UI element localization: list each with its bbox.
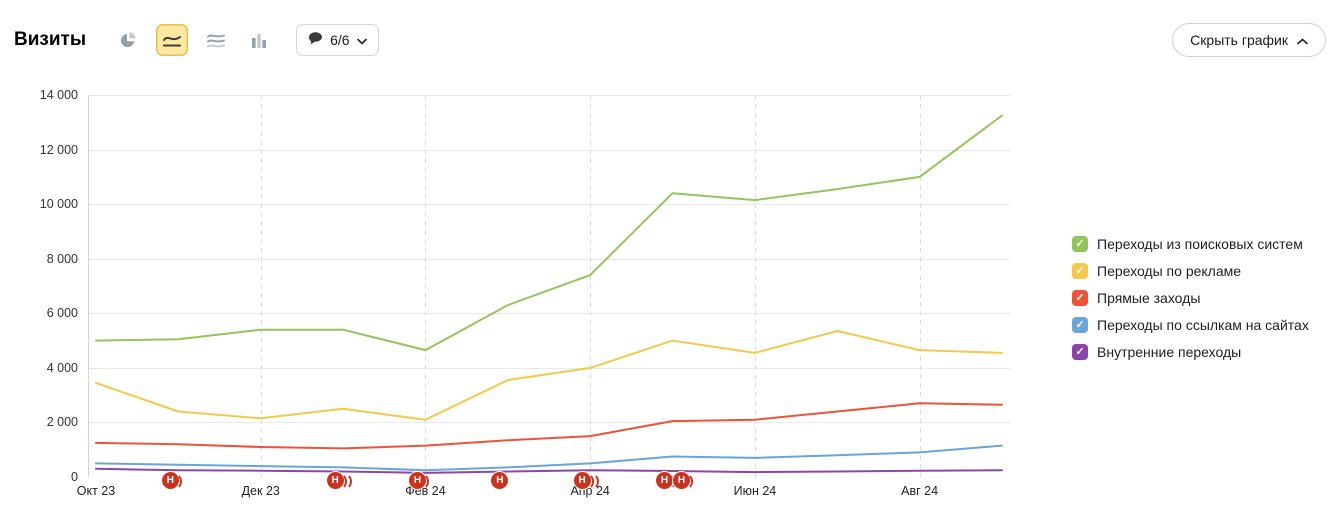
y-axis-label: 8 000	[46, 251, 78, 266]
chart-legend: ✓ Переходы из поисковых систем ✓ Переходы п…	[1072, 236, 1309, 360]
chart-type-switcher	[112, 24, 276, 56]
note-badge-arc	[166, 473, 182, 490]
legend-item[interactable]: ✓ Прямые заходы	[1072, 290, 1309, 306]
note-badge[interactable]: Н	[161, 472, 194, 490]
y-axis-label: 10 000	[39, 197, 78, 212]
series-line	[95, 444, 1003, 472]
legend-label: Переходы из поисковых систем	[1097, 236, 1303, 252]
series-line	[95, 114, 1003, 352]
y-axis-label: 2 000	[46, 415, 78, 430]
x-axis-label: Окт 23	[76, 484, 116, 498]
chevron-up-icon	[1297, 32, 1308, 48]
note-badge-arc	[583, 473, 599, 490]
y-axis-label: 14 000	[39, 88, 78, 102]
notes-dropdown-button[interactable]: 6/6	[296, 24, 379, 56]
note-badge[interactable]: Н	[326, 472, 359, 490]
hide-chart-label: Скрыть график	[1190, 32, 1288, 48]
note-badge-arc	[413, 473, 429, 490]
visits-chart-plot[interactable]	[88, 95, 1010, 478]
hide-chart-button[interactable]: Скрыть график	[1172, 23, 1326, 57]
y-axis-label: 12 000	[39, 142, 78, 157]
note-badge[interactable]: Н	[673, 472, 705, 490]
comment-icon	[308, 31, 323, 49]
line-chart-icon[interactable]	[156, 24, 189, 56]
x-axis-label: Июн 24	[733, 484, 777, 498]
legend-item[interactable]: ✓ Переходы из поисковых систем	[1072, 236, 1309, 252]
note-badge[interactable]: Н	[491, 472, 523, 490]
legend-checkbox-checked-icon[interactable]: ✓	[1072, 236, 1088, 252]
legend-label: Переходы по ссылкам на сайтах	[1097, 317, 1309, 333]
y-axis-label: 4 000	[46, 360, 78, 375]
note-badge[interactable]: Н	[573, 472, 606, 490]
legend-checkbox-checked-icon[interactable]: ✓	[1072, 344, 1088, 360]
note-badge-arc	[677, 473, 694, 490]
legend-item[interactable]: ✓ Переходы по рекламе	[1072, 263, 1309, 279]
y-axis-label: 6 000	[46, 306, 78, 321]
stacked-area-icon[interactable]	[200, 24, 232, 56]
note-badge-arc	[336, 473, 352, 490]
chevron-down-icon	[356, 32, 367, 48]
chart-toolbar: Визиты	[14, 22, 1326, 58]
legend-item[interactable]: ✓ Внутренние переходы	[1072, 344, 1309, 360]
legend-label: Переходы по рекламе	[1097, 263, 1242, 279]
y-axis-labels: 0 2 000 4 000 6 000 8 000 10 000 12 000 14 000	[0, 88, 78, 484]
pie-chart-icon[interactable]	[112, 24, 144, 56]
series-line	[95, 330, 1003, 421]
note-badge[interactable]: Н	[408, 472, 441, 490]
legend-item[interactable]: ✓ Переходы по ссылкам на сайтах	[1072, 317, 1309, 333]
page-title: Визиты	[14, 29, 87, 50]
bar-chart-icon[interactable]	[244, 24, 276, 56]
legend-label: Прямые заходы	[1097, 290, 1201, 306]
legend-label: Внутренние переходы	[1097, 344, 1242, 360]
legend-checkbox-checked-icon[interactable]: ✓	[1072, 263, 1088, 279]
legend-checkbox-checked-icon[interactable]: ✓	[1072, 317, 1088, 333]
line-chart-canvas	[88, 95, 1010, 478]
x-axis-labels: Окт 23 Дек 23 Фев 24 Апр 24 Июн 24 Авг 24	[77, 484, 1010, 500]
y-axis-label: 0	[71, 470, 78, 484]
x-axis-label: Дек 23	[241, 484, 280, 498]
series-line	[95, 402, 1003, 450]
legend-checkbox-checked-icon[interactable]: ✓	[1072, 290, 1088, 306]
series-line	[95, 467, 1003, 474]
x-axis-label: Авг 24	[901, 484, 939, 498]
note-badge-letter: Н	[491, 472, 509, 489]
notes-count: 6/6	[330, 32, 350, 48]
